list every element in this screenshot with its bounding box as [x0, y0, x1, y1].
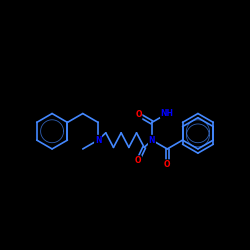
Text: N: N [149, 136, 155, 144]
Text: O: O [135, 156, 141, 165]
Text: O: O [164, 160, 170, 169]
Text: NH: NH [161, 109, 174, 118]
Text: O: O [135, 110, 142, 119]
Text: N: N [95, 136, 101, 144]
